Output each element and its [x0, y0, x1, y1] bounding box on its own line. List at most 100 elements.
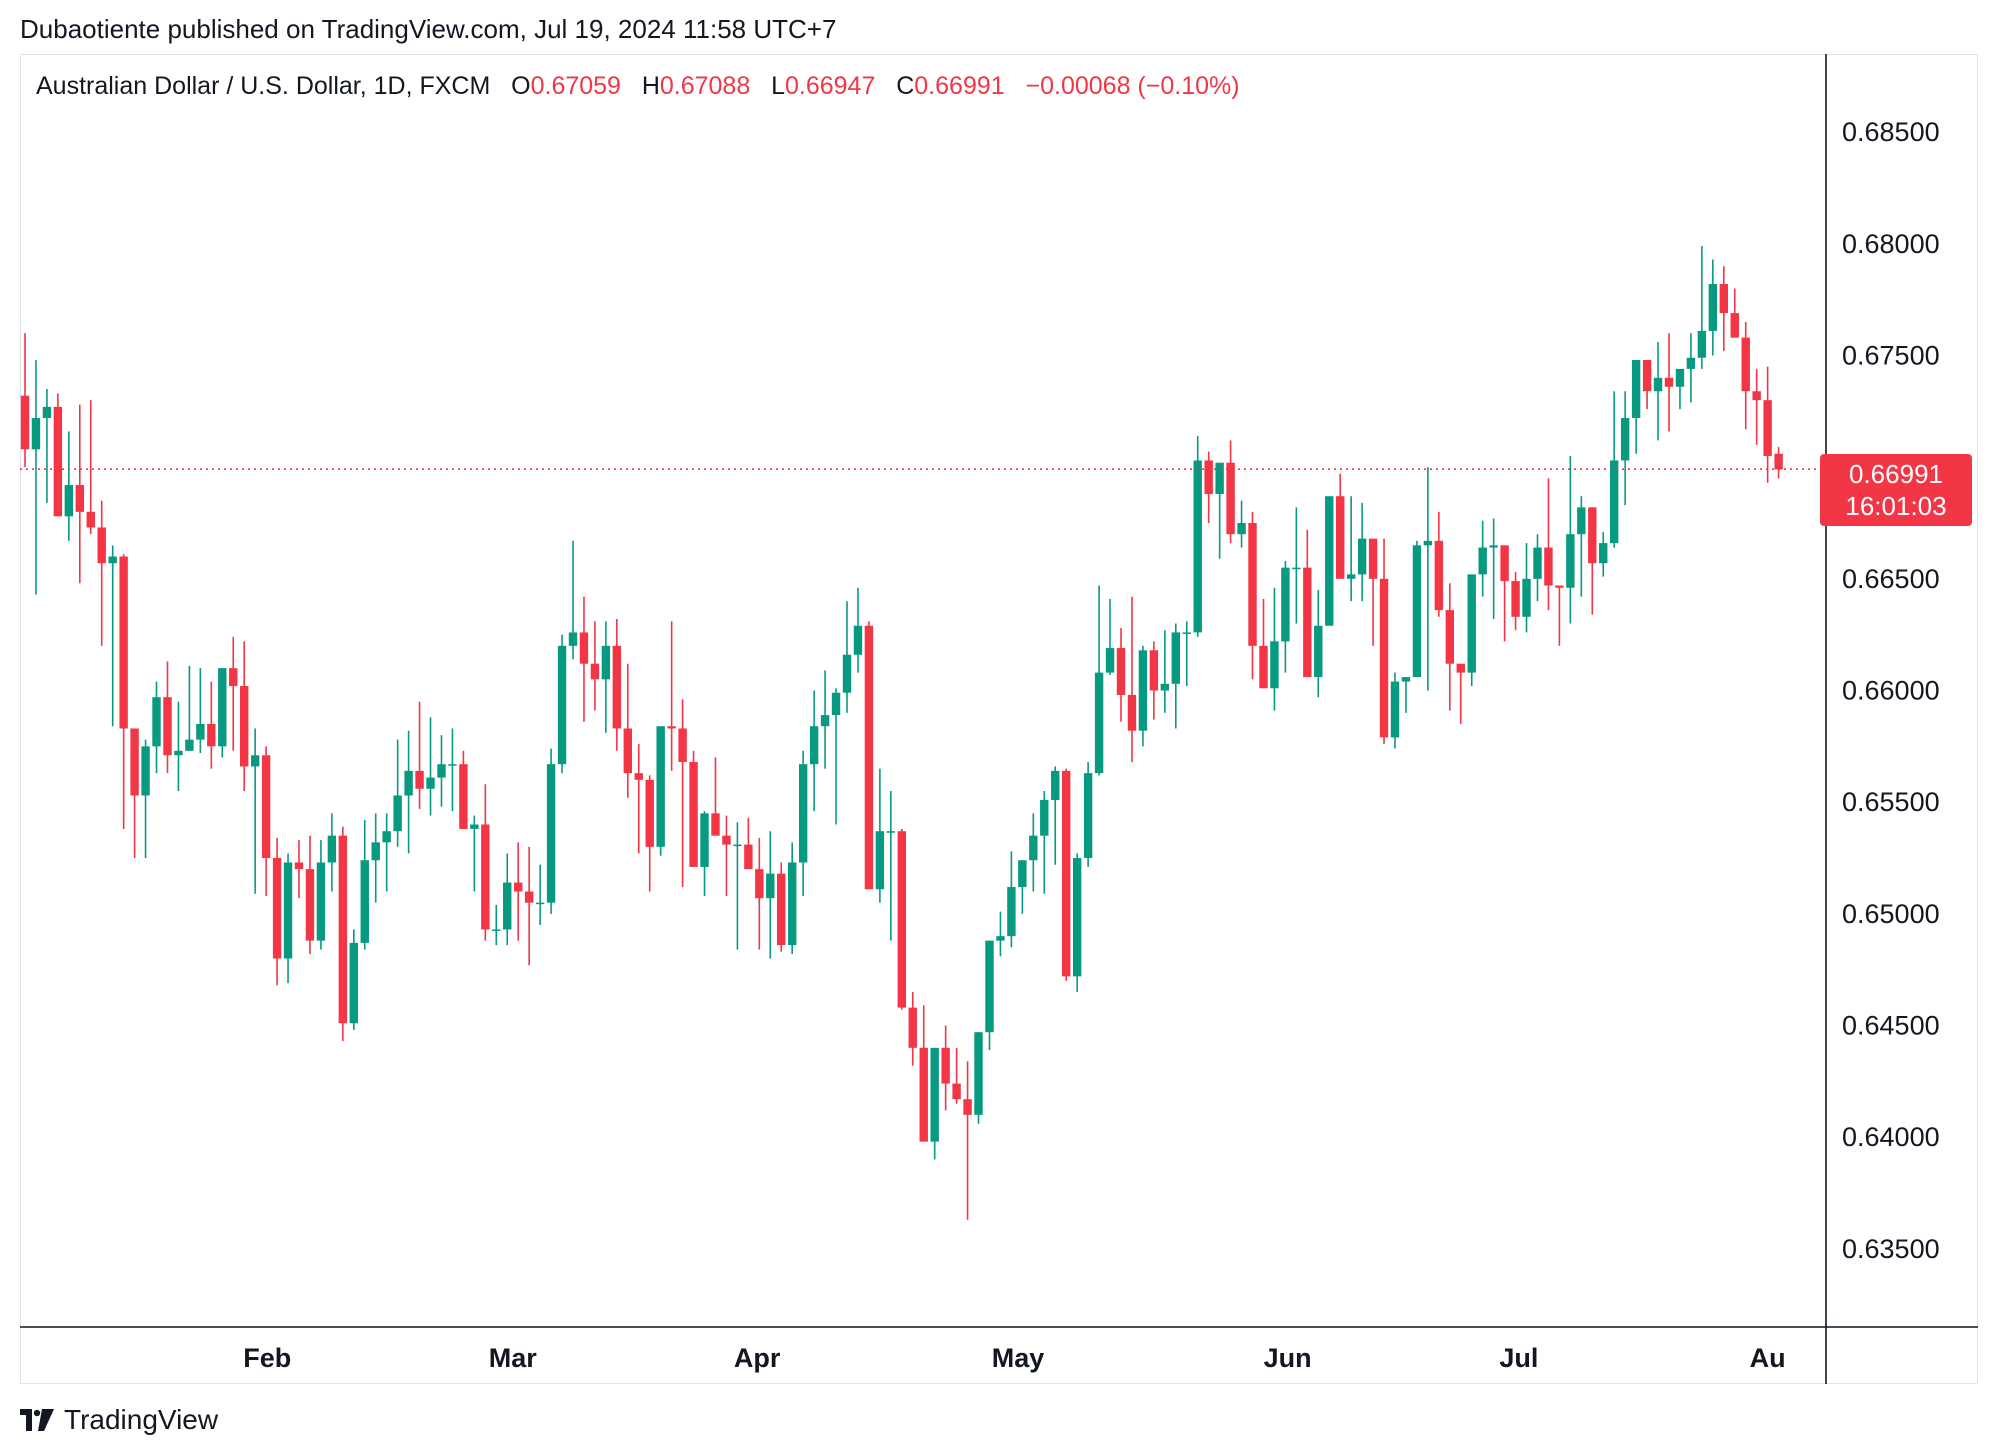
candle-body: [579, 632, 589, 664]
candle: [130, 728, 139, 858]
candle: [1062, 768, 1071, 981]
candle-body: [1083, 773, 1093, 858]
candle: [1522, 543, 1531, 633]
candle: [842, 601, 852, 713]
candle-body: [1467, 574, 1476, 673]
candle-body: [240, 686, 249, 767]
candle: [1631, 359, 1641, 454]
candle-body: [590, 663, 600, 680]
candle-body: [1270, 641, 1279, 689]
candle-body: [809, 726, 819, 765]
price-tick-label: 0.67500: [1842, 341, 1940, 371]
candle: [996, 911, 1005, 957]
candle: [930, 1047, 939, 1160]
candle-body: [1763, 400, 1772, 456]
candle-body: [601, 645, 611, 680]
candle: [185, 665, 194, 751]
candle: [1160, 630, 1170, 713]
candle: [481, 784, 490, 941]
candle: [1215, 462, 1224, 559]
candle: [1533, 534, 1542, 602]
candle-body: [250, 755, 260, 767]
candle: [240, 641, 249, 791]
candle-body: [503, 882, 512, 930]
candle-body: [1544, 547, 1553, 586]
candle: [492, 904, 501, 946]
candle-body: [908, 1007, 917, 1048]
candle: [689, 750, 698, 867]
price-tick-label: 0.66500: [1842, 564, 1940, 594]
candle: [722, 815, 731, 896]
candle: [1489, 518, 1498, 620]
candle-body: [1094, 672, 1104, 774]
candle: [678, 699, 687, 888]
candle: [1620, 391, 1630, 506]
candle: [152, 681, 161, 774]
month-tick-label: Apr: [734, 1343, 781, 1373]
candle: [886, 791, 896, 941]
price-tick-label: 0.66000: [1842, 676, 1940, 706]
candle-body: [97, 527, 106, 564]
candle-body: [1357, 538, 1367, 575]
candle-body: [349, 942, 358, 1024]
candle: [1642, 359, 1652, 410]
candle-body: [1292, 567, 1301, 570]
candle: [1051, 766, 1060, 865]
candle-body: [1577, 507, 1586, 535]
candle: [1072, 853, 1082, 992]
candle-body: [897, 831, 906, 1008]
footer-brand[interactable]: TradingView: [20, 1404, 218, 1436]
candle: [1018, 860, 1027, 914]
candle-body: [733, 844, 742, 847]
candle: [1281, 560, 1290, 673]
candle-body: [996, 936, 1005, 941]
candle-body: [459, 764, 468, 829]
candle-body: [42, 406, 52, 419]
candle: [853, 587, 863, 673]
candle-body: [1697, 330, 1707, 358]
candle: [535, 864, 545, 925]
candle: [1544, 478, 1553, 611]
candle: [1390, 672, 1400, 749]
candle: [919, 1005, 928, 1142]
candle: [1292, 507, 1301, 624]
candle-body: [404, 770, 413, 796]
candle-body: [886, 831, 896, 833]
candle-body: [1193, 460, 1202, 633]
month-tick-label: Jul: [1499, 1343, 1538, 1373]
chart-panel[interactable]: [20, 54, 1978, 1384]
candle: [1303, 529, 1312, 678]
candle-body: [1237, 523, 1246, 535]
candle-body: [130, 728, 139, 796]
candle-body: [1368, 538, 1378, 579]
candle-body: [1062, 770, 1071, 977]
candle-body: [941, 1047, 950, 1084]
candle-body: [20, 395, 30, 450]
candle: [897, 828, 906, 1010]
candle: [1171, 623, 1180, 729]
candle-body: [163, 697, 172, 756]
candle-body: [1566, 534, 1575, 588]
candle-body: [108, 556, 117, 564]
candle: [327, 813, 337, 892]
candle-body: [546, 764, 556, 903]
candle-body: [1401, 677, 1411, 682]
candle-body: [1412, 545, 1422, 678]
candle: [1346, 496, 1356, 602]
ohlc-legend: Australian Dollar / U.S. Dollar, 1D, FXC…: [36, 72, 1240, 101]
candle: [1675, 368, 1685, 410]
candle: [1445, 583, 1454, 711]
candle: [579, 596, 589, 722]
candle: [1653, 342, 1663, 441]
candle-body: [1599, 543, 1608, 564]
candle-body: [119, 556, 128, 729]
candle: [1730, 288, 1739, 338]
candle-body: [1072, 858, 1082, 977]
candle: [393, 739, 402, 847]
candle: [31, 359, 41, 595]
candle: [470, 815, 479, 892]
candle-body: [612, 645, 622, 729]
candle: [941, 1025, 950, 1111]
candle: [1664, 333, 1674, 432]
